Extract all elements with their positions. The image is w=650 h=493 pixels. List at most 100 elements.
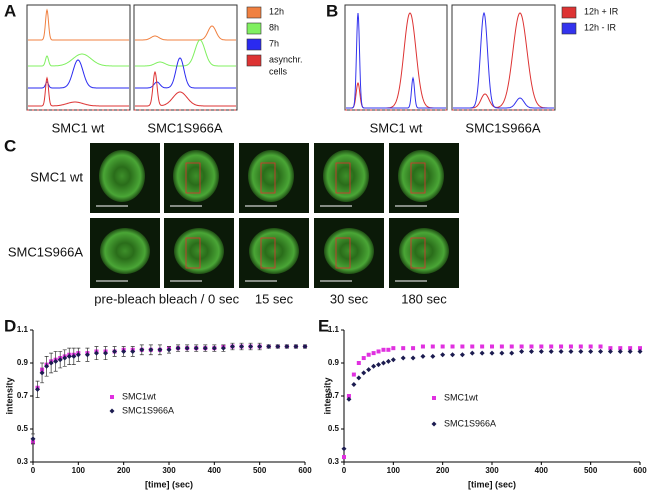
y-tick-label: 0.9 bbox=[17, 358, 29, 367]
row-label: SMC1 wt bbox=[30, 169, 83, 184]
data-point bbox=[148, 347, 154, 353]
y-axis-label: intensity bbox=[322, 377, 332, 414]
x-tick-label: 0 bbox=[342, 466, 347, 475]
data-point bbox=[346, 396, 352, 402]
column-label: 30 sec bbox=[330, 291, 369, 306]
data-point bbox=[66, 353, 72, 359]
data-point bbox=[366, 367, 372, 373]
data-point bbox=[480, 344, 485, 349]
legend-label: SMC1wt bbox=[122, 391, 157, 401]
data-point bbox=[411, 346, 416, 351]
legend-swatch bbox=[246, 54, 262, 67]
x-axis-label: [time] (sec) bbox=[145, 479, 193, 489]
legend-label: SMC1wt bbox=[444, 392, 479, 402]
data-point bbox=[559, 344, 564, 349]
nucleus bbox=[399, 228, 449, 274]
histogram-curve bbox=[453, 11, 554, 109]
nucleus bbox=[99, 150, 145, 202]
data-point bbox=[430, 353, 436, 359]
data-point bbox=[57, 357, 63, 363]
histogram-curve bbox=[28, 8, 129, 41]
data-point bbox=[459, 352, 465, 358]
data-point bbox=[44, 363, 50, 369]
data-point bbox=[479, 350, 485, 356]
data-point bbox=[380, 360, 386, 366]
y-tick-label: 0.7 bbox=[17, 391, 29, 400]
data-point bbox=[284, 344, 290, 349]
nucleus bbox=[248, 150, 294, 202]
legend-swatch bbox=[246, 22, 262, 35]
data-point bbox=[342, 455, 346, 460]
data-point bbox=[598, 348, 604, 354]
data-point bbox=[538, 348, 544, 354]
data-point bbox=[420, 353, 426, 359]
panel-letter: B bbox=[326, 1, 338, 20]
data-point bbox=[175, 345, 181, 351]
data-point bbox=[529, 344, 534, 349]
x-tick-label: 500 bbox=[584, 466, 598, 475]
plot-frame bbox=[133, 4, 238, 111]
data-point bbox=[84, 352, 90, 358]
legend-marker bbox=[432, 396, 436, 400]
data-point bbox=[157, 347, 163, 353]
data-point bbox=[30, 436, 36, 442]
y-tick-label: 0.5 bbox=[17, 424, 29, 433]
legend-swatch bbox=[246, 6, 262, 19]
nucleus bbox=[398, 150, 444, 202]
x-tick-label: 600 bbox=[633, 466, 647, 475]
nucleus bbox=[249, 228, 299, 274]
data-point bbox=[558, 348, 564, 354]
data-point bbox=[638, 346, 642, 351]
legend-label: 12h bbox=[269, 6, 284, 16]
histogram-curve bbox=[135, 25, 236, 41]
x-tick-label: 100 bbox=[387, 466, 401, 475]
data-point bbox=[39, 370, 45, 376]
row-label: SMC1S966A bbox=[8, 244, 83, 259]
data-point bbox=[121, 348, 127, 354]
histogram-curve bbox=[346, 12, 446, 109]
data-point bbox=[75, 352, 81, 358]
data-point bbox=[275, 344, 281, 349]
data-point bbox=[470, 344, 475, 349]
data-point bbox=[628, 346, 633, 351]
data-point bbox=[519, 344, 524, 349]
column-label: pre-bleach bbox=[94, 291, 155, 306]
legend-label: SMC1S966A bbox=[444, 418, 496, 428]
panel-letter: E bbox=[318, 316, 329, 335]
data-point bbox=[48, 360, 54, 366]
histogram-curve bbox=[28, 59, 129, 89]
legend-label: cells bbox=[269, 66, 288, 76]
data-point bbox=[62, 355, 68, 361]
legend-marker bbox=[110, 395, 114, 399]
bleach-region bbox=[260, 237, 276, 269]
data-point bbox=[588, 344, 593, 349]
legend-swatch bbox=[246, 38, 262, 51]
data-point bbox=[351, 372, 356, 377]
data-point bbox=[528, 348, 534, 354]
legend-marker bbox=[431, 421, 437, 427]
data-point bbox=[568, 344, 573, 349]
histogram-curve bbox=[28, 53, 129, 67]
x-tick-label: 300 bbox=[162, 466, 176, 475]
data-point bbox=[266, 344, 272, 349]
data-point bbox=[112, 348, 118, 354]
y-tick-label: 1.1 bbox=[328, 325, 340, 334]
data-point bbox=[71, 353, 77, 359]
histogram-curve bbox=[135, 39, 236, 67]
column-label: bleach / 0 sec bbox=[159, 291, 240, 306]
data-point bbox=[420, 344, 425, 349]
legend-label: 12h - IR bbox=[584, 22, 617, 32]
x-tick-label: 200 bbox=[117, 466, 131, 475]
data-point bbox=[460, 344, 465, 349]
data-point bbox=[440, 344, 445, 349]
bleach-region bbox=[335, 162, 351, 194]
x-tick-label: 100 bbox=[72, 466, 86, 475]
legend-label: 8h bbox=[269, 22, 279, 32]
x-tick-label: 600 bbox=[298, 466, 312, 475]
y-tick-label: 0.9 bbox=[328, 358, 340, 367]
data-point bbox=[539, 344, 544, 349]
data-point bbox=[211, 345, 217, 351]
data-point bbox=[607, 348, 613, 354]
data-point bbox=[391, 346, 396, 351]
